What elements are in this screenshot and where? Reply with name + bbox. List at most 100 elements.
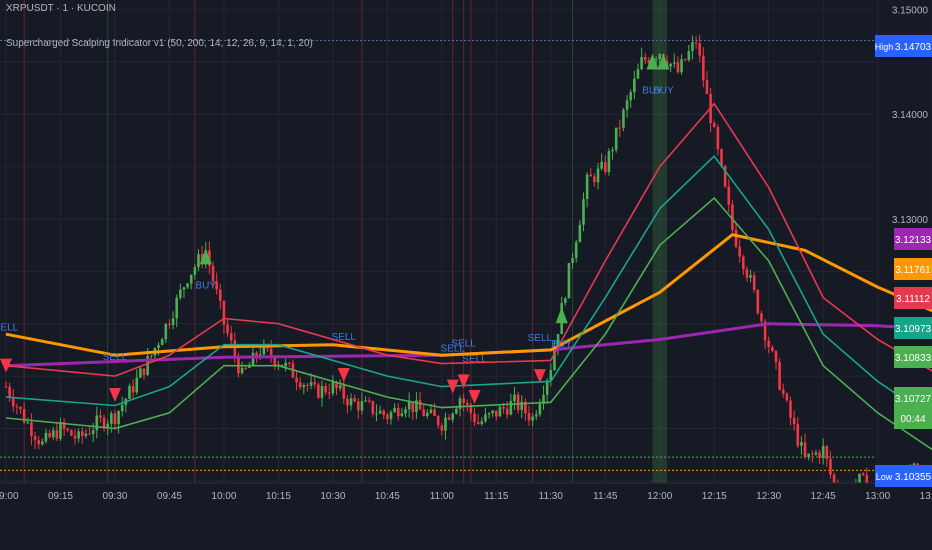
candle-down: [30, 422, 33, 437]
badge-tag-label: High: [875, 42, 894, 52]
price-badge: [894, 258, 932, 280]
candle-up: [858, 473, 861, 488]
candle-down: [371, 401, 375, 414]
time-tick-label: 11:15: [484, 491, 509, 502]
candle-down: [222, 300, 226, 325]
candle-up: [95, 415, 99, 431]
candle-up: [553, 348, 556, 371]
candle-down: [396, 407, 400, 417]
candle-down: [8, 386, 11, 398]
symbol-title[interactable]: XRPUSDT · 1 · KUCOIN: [6, 3, 116, 14]
candle-down: [720, 149, 723, 166]
candle-down: [781, 389, 785, 394]
candle-down: [306, 385, 309, 387]
candle-down: [778, 361, 781, 390]
candle-down: [287, 362, 291, 364]
buy-highlight-bar: [652, 0, 668, 483]
candle-up: [538, 403, 542, 415]
candle-down: [62, 422, 66, 429]
sell-arrow: [0, 358, 12, 373]
candle-down: [473, 413, 476, 423]
candle-up: [41, 441, 44, 445]
candle-up: [480, 421, 484, 424]
candle-down: [342, 385, 346, 399]
candle-up: [622, 109, 625, 128]
time-tick-label: 11:30: [539, 491, 564, 502]
indicator-title[interactable]: Supercharged Scalping Indicator v1 (50, …: [6, 38, 313, 49]
price-badge-value: 3.10973: [895, 324, 932, 335]
candle-up: [389, 412, 393, 420]
buy-arrow: [657, 53, 670, 70]
candle-down: [280, 364, 284, 367]
candle-down: [200, 254, 204, 263]
time-tick-label: 09:30: [102, 491, 127, 502]
sell-arrow: [446, 379, 459, 394]
candle-down: [113, 413, 117, 425]
candle-down: [273, 357, 277, 366]
candle-up: [338, 385, 342, 389]
candle-down: [593, 176, 596, 183]
candle-up: [378, 410, 382, 414]
candle-up: [157, 345, 160, 349]
sell-label: SELL: [332, 332, 357, 343]
candle-up: [175, 297, 179, 319]
candle-down: [705, 80, 709, 94]
candle-down: [738, 246, 741, 257]
candle-up: [106, 423, 109, 429]
candle-up: [534, 414, 538, 417]
candle-up: [128, 385, 131, 399]
candle-up: [680, 59, 683, 73]
candle-down: [66, 428, 70, 431]
candle-up: [360, 401, 364, 411]
candle-up: [189, 274, 193, 284]
candle-down: [255, 352, 258, 358]
candle-down: [11, 397, 15, 407]
candle-down: [436, 416, 440, 426]
candle-up: [669, 63, 672, 67]
candle-up: [182, 287, 186, 290]
price-badge: [894, 346, 932, 368]
candle-up: [349, 398, 353, 406]
candle-up: [578, 224, 582, 243]
candle-down: [818, 452, 821, 458]
candle-down: [734, 229, 738, 247]
candle-down: [131, 385, 135, 393]
price-badge-value: 3.14703: [895, 42, 932, 53]
candle-down: [37, 440, 40, 445]
candle-up: [331, 381, 335, 394]
candle-down: [712, 123, 716, 128]
buy-arrow: [555, 307, 568, 324]
candle-up: [574, 242, 578, 259]
candle-up: [749, 275, 752, 278]
candle-down: [237, 356, 240, 374]
sell-label: SELL: [103, 352, 128, 363]
series-basis: [5, 155, 932, 419]
candle-up: [110, 413, 113, 424]
series-upper-band: [5, 102, 932, 377]
candle-down: [767, 340, 771, 348]
candle-up: [84, 433, 88, 436]
candle-down: [367, 400, 371, 402]
candle-up: [171, 318, 175, 326]
candle-down: [48, 432, 51, 438]
candle-up: [309, 382, 313, 386]
candle-down: [618, 127, 622, 129]
candle-up: [149, 355, 153, 357]
candle-up: [415, 400, 418, 413]
candle-up: [672, 62, 676, 64]
candle-up: [800, 442, 803, 446]
time-tick-label: 10:00: [211, 491, 236, 502]
candle-down: [811, 453, 814, 455]
candle-down: [386, 414, 389, 420]
candle-down: [55, 430, 59, 439]
buy-arrow: [199, 248, 212, 265]
candle-down: [476, 422, 480, 424]
candle-up: [407, 401, 411, 410]
candle-up: [455, 408, 458, 414]
candle-up: [284, 362, 287, 367]
series-lower-band: [5, 197, 932, 451]
price-badge: [894, 465, 932, 487]
candle-up: [240, 367, 244, 374]
candle-down: [603, 161, 607, 173]
